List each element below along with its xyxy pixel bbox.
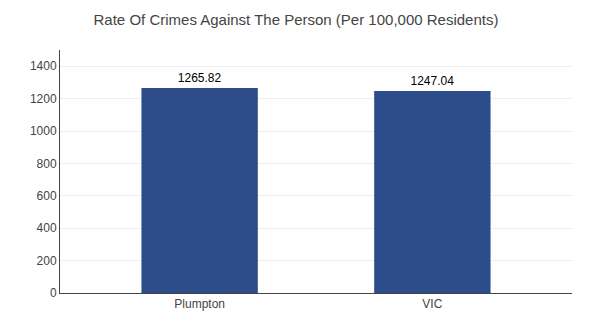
- svg-text:1000: 1000: [30, 124, 57, 138]
- svg-text:Rate Of Crimes Against The Per: Rate Of Crimes Against The Person (Per 1…: [94, 11, 499, 28]
- svg-text:Plumpton: Plumpton: [174, 297, 225, 311]
- svg-text:600: 600: [37, 189, 57, 203]
- svg-text:1247.04: 1247.04: [411, 74, 455, 88]
- svg-text:1400: 1400: [30, 59, 57, 73]
- svg-text:200: 200: [37, 254, 57, 268]
- svg-text:400: 400: [37, 221, 57, 235]
- svg-text:VIC: VIC: [422, 297, 442, 311]
- svg-text:1200: 1200: [30, 92, 57, 106]
- svg-text:800: 800: [37, 157, 57, 171]
- svg-text:1265.82: 1265.82: [178, 71, 222, 85]
- svg-text:0: 0: [50, 286, 57, 300]
